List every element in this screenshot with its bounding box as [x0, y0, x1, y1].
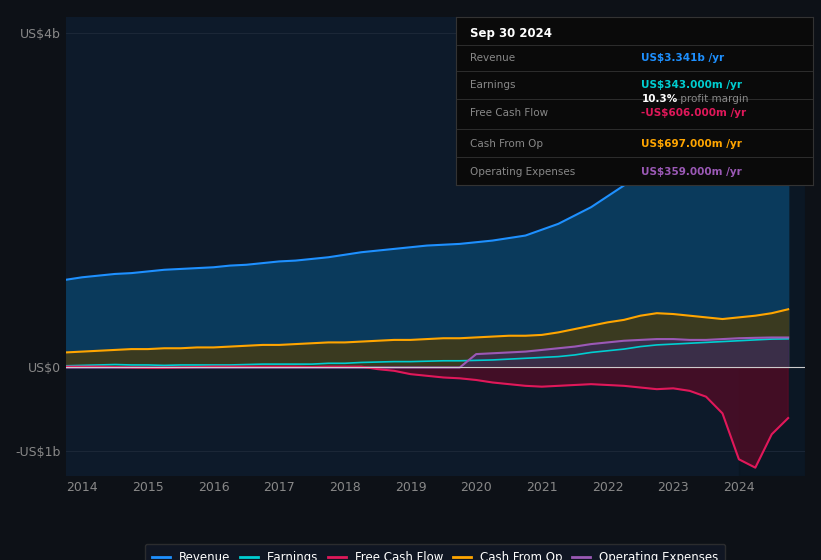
Text: Earnings: Earnings	[470, 80, 516, 90]
Text: Sep 30 2024: Sep 30 2024	[470, 27, 552, 40]
Legend: Revenue, Earnings, Free Cash Flow, Cash From Op, Operating Expenses: Revenue, Earnings, Free Cash Flow, Cash …	[144, 544, 726, 560]
Text: 10.3%: 10.3%	[641, 94, 677, 104]
Text: US$697.000m /yr: US$697.000m /yr	[641, 139, 742, 148]
Text: profit margin: profit margin	[677, 94, 749, 104]
Text: Operating Expenses: Operating Expenses	[470, 167, 576, 177]
Text: US$343.000m /yr: US$343.000m /yr	[641, 80, 742, 90]
Text: US$359.000m /yr: US$359.000m /yr	[641, 167, 742, 177]
Text: Cash From Op: Cash From Op	[470, 139, 543, 148]
Bar	[739, 17, 805, 476]
Text: Free Cash Flow: Free Cash Flow	[470, 109, 548, 118]
Text: Revenue: Revenue	[470, 53, 515, 63]
Text: -US$606.000m /yr: -US$606.000m /yr	[641, 109, 746, 118]
Text: US$3.341b /yr: US$3.341b /yr	[641, 53, 724, 63]
